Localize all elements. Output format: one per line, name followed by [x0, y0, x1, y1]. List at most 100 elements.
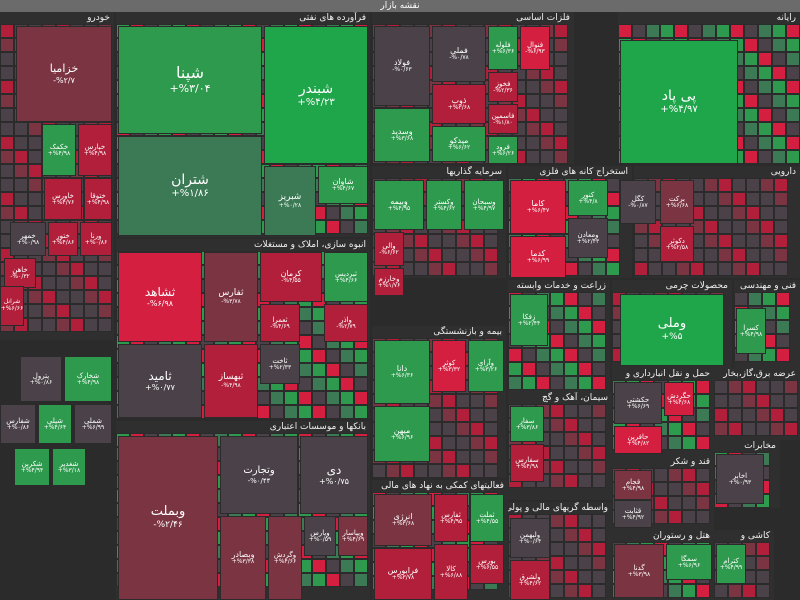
- small-stock-tile[interactable]: [98, 304, 112, 318]
- small-stock-tile[interactable]: [564, 474, 578, 488]
- small-stock-tile[interactable]: [592, 418, 606, 432]
- small-stock-tile[interactable]: [634, 234, 648, 248]
- stock-tile[interactable]: سمگا %۶/۹۶+: [666, 544, 712, 580]
- small-stock-tile[interactable]: [400, 464, 414, 478]
- small-stock-tile[interactable]: [0, 178, 14, 192]
- small-stock-tile[interactable]: [578, 584, 592, 598]
- small-stock-tile[interactable]: [734, 292, 748, 306]
- small-stock-tile[interactable]: [98, 276, 112, 290]
- small-stock-tile[interactable]: [578, 446, 592, 460]
- small-stock-tile[interactable]: [746, 178, 760, 192]
- small-stock-tile[interactable]: [696, 496, 710, 510]
- stock-tile[interactable]: ورنا %۰/۸۶+: [80, 222, 112, 256]
- small-stock-tile[interactable]: [682, 482, 696, 496]
- stock-tile[interactable]: پترول %۰/۸۶+: [20, 356, 62, 402]
- small-stock-tile[interactable]: [776, 292, 790, 306]
- small-stock-tile[interactable]: [682, 510, 696, 524]
- small-stock-tile[interactable]: [756, 408, 770, 422]
- small-stock-tile[interactable]: [776, 320, 790, 334]
- stock-tile[interactable]: خبارس %۴/۹۸+: [78, 124, 112, 176]
- small-stock-tile[interactable]: [340, 377, 354, 391]
- small-stock-tile[interactable]: [762, 292, 776, 306]
- stock-tile[interactable]: گدنا %۳/۹۸+: [614, 544, 664, 598]
- small-stock-tile[interactable]: [14, 136, 28, 150]
- small-stock-tile[interactable]: [668, 468, 682, 482]
- small-stock-tile[interactable]: [340, 391, 354, 405]
- small-stock-tile[interactable]: [592, 474, 606, 488]
- small-stock-tile[interactable]: [536, 362, 550, 376]
- small-stock-tile[interactable]: [428, 408, 442, 422]
- small-stock-tile[interactable]: [772, 94, 786, 108]
- small-stock-tile[interactable]: [772, 122, 786, 136]
- small-stock-tile[interactable]: [714, 380, 728, 394]
- small-stock-tile[interactable]: [714, 394, 728, 408]
- stock-tile[interactable]: شتران %۱/۸۶+: [118, 136, 262, 236]
- small-stock-tile[interactable]: [550, 556, 564, 570]
- small-stock-tile[interactable]: [592, 570, 606, 584]
- small-stock-tile[interactable]: [312, 573, 326, 587]
- small-stock-tile[interactable]: [456, 234, 470, 248]
- small-stock-tile[interactable]: [0, 66, 14, 80]
- small-stock-tile[interactable]: [70, 262, 84, 276]
- small-stock-tile[interactable]: [28, 192, 42, 206]
- small-stock-tile[interactable]: [84, 262, 98, 276]
- small-stock-tile[interactable]: [354, 206, 368, 220]
- small-stock-tile[interactable]: [550, 292, 564, 306]
- small-stock-tile[interactable]: [414, 262, 428, 276]
- small-stock-tile[interactable]: [704, 192, 718, 206]
- small-stock-tile[interactable]: [578, 542, 592, 556]
- small-stock-tile[interactable]: [550, 460, 564, 474]
- stock-tile[interactable]: ثفارس %۳/۷۸-: [204, 252, 258, 342]
- small-stock-tile[interactable]: [756, 380, 770, 394]
- small-stock-tile[interactable]: [774, 248, 788, 262]
- small-stock-tile[interactable]: [592, 432, 606, 446]
- small-stock-tile[interactable]: [592, 362, 606, 376]
- small-stock-tile[interactable]: [508, 348, 522, 362]
- small-stock-tile[interactable]: [742, 394, 756, 408]
- small-stock-tile[interactable]: [770, 422, 784, 436]
- small-stock-tile[interactable]: [564, 542, 578, 556]
- stock-tile[interactable]: کترام %۴/۹۹+: [716, 544, 746, 584]
- small-stock-tile[interactable]: [592, 262, 606, 276]
- small-stock-tile[interactable]: [14, 178, 28, 192]
- small-stock-tile[interactable]: [442, 248, 456, 262]
- small-stock-tile[interactable]: [648, 262, 662, 276]
- small-stock-tile[interactable]: [578, 474, 592, 488]
- stock-tile[interactable]: وتجارت %۰/۴۴-: [220, 436, 298, 514]
- small-stock-tile[interactable]: [470, 248, 484, 262]
- small-stock-tile[interactable]: [540, 108, 554, 122]
- small-stock-tile[interactable]: [704, 234, 718, 248]
- small-stock-tile[interactable]: [704, 248, 718, 262]
- small-stock-tile[interactable]: [728, 394, 742, 408]
- small-stock-tile[interactable]: [654, 468, 668, 482]
- small-stock-tile[interactable]: [728, 584, 742, 598]
- small-stock-tile[interactable]: [540, 122, 554, 136]
- small-stock-tile[interactable]: [578, 362, 592, 376]
- small-stock-tile[interactable]: [732, 178, 746, 192]
- small-stock-tile[interactable]: [744, 38, 758, 52]
- small-stock-tile[interactable]: [354, 349, 368, 363]
- small-stock-tile[interactable]: [772, 66, 786, 80]
- stock-tile[interactable]: وکستر %۴/۶۲+: [426, 180, 462, 230]
- small-stock-tile[interactable]: [84, 276, 98, 290]
- small-stock-tile[interactable]: [484, 450, 498, 464]
- market-heatmap[interactable]: فرآورده های نفتی فلزات اساسی رایانه خودرو ان…: [0, 12, 800, 600]
- small-stock-tile[interactable]: [340, 405, 354, 419]
- small-stock-tile[interactable]: [756, 422, 770, 436]
- small-stock-tile[interactable]: [578, 348, 592, 362]
- small-stock-tile[interactable]: [256, 391, 270, 405]
- stock-tile[interactable]: ولشرق %۴/۶۲+: [510, 560, 550, 600]
- small-stock-tile[interactable]: [606, 192, 620, 206]
- small-stock-tile[interactable]: [786, 80, 800, 94]
- small-stock-tile[interactable]: [776, 334, 790, 348]
- stock-tile[interactable]: خاورس %۴/۷۶+: [44, 178, 82, 220]
- small-stock-tile[interactable]: [312, 391, 326, 405]
- small-stock-tile[interactable]: [0, 206, 14, 220]
- small-stock-tile[interactable]: [442, 450, 456, 464]
- small-stock-tile[interactable]: [592, 320, 606, 334]
- small-stock-tile[interactable]: [760, 220, 774, 234]
- small-stock-tile[interactable]: [776, 348, 790, 362]
- small-stock-tile[interactable]: [442, 422, 456, 436]
- small-stock-tile[interactable]: [326, 349, 340, 363]
- small-stock-tile[interactable]: [564, 570, 578, 584]
